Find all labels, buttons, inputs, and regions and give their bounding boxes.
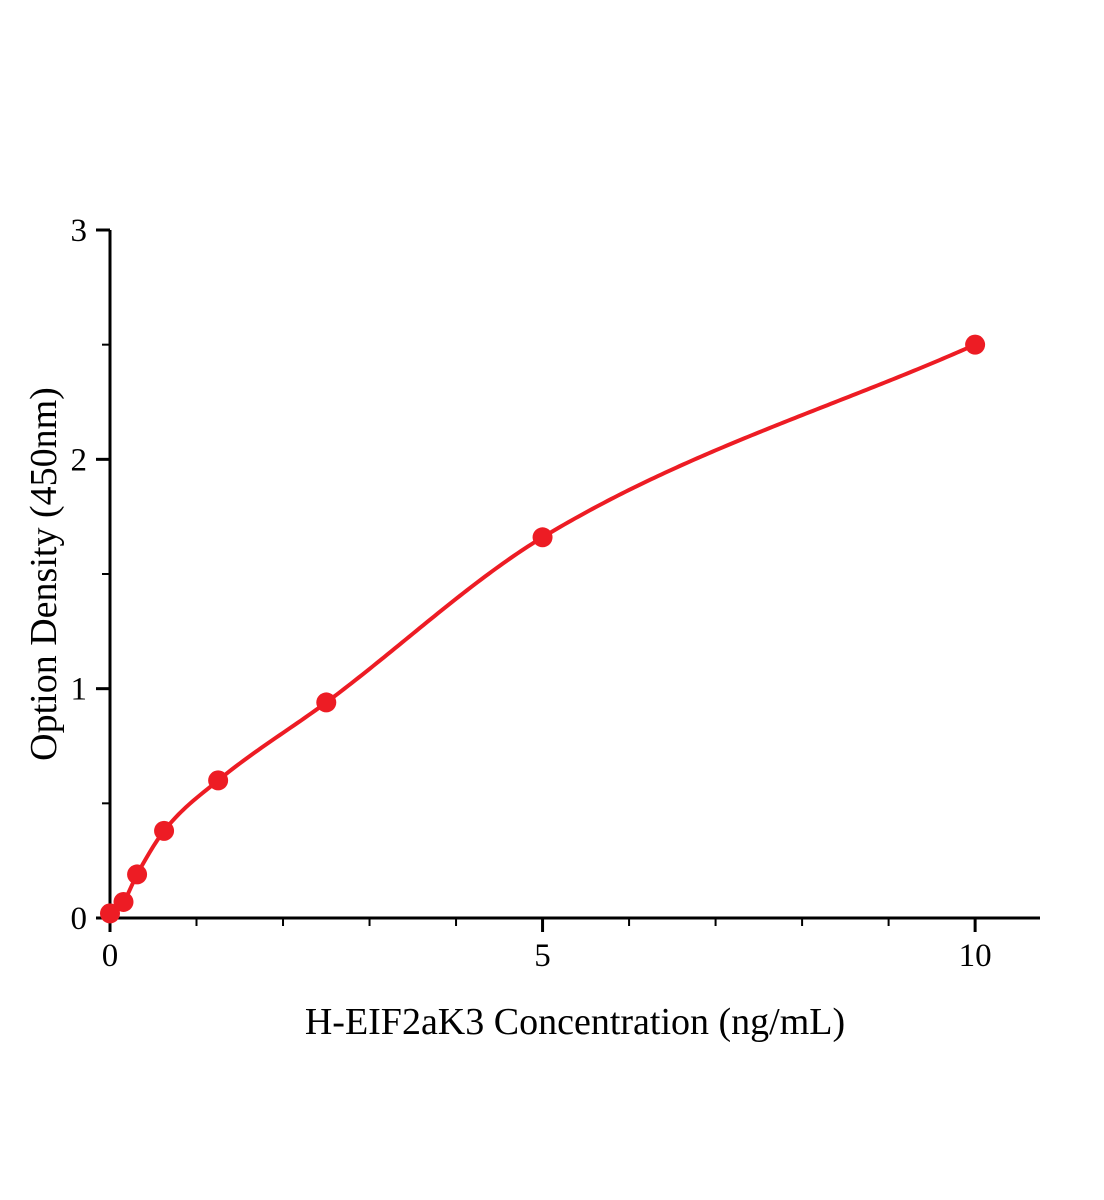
data-point xyxy=(113,891,134,912)
data-point xyxy=(316,692,337,713)
data-point xyxy=(154,820,175,841)
x-tick-label: 0 xyxy=(102,938,119,974)
data-point xyxy=(532,527,553,548)
x-tick-label: 10 xyxy=(959,938,992,974)
y-tick-label: 3 xyxy=(71,213,88,249)
y-axis-title: Option Density (450nm) xyxy=(23,387,65,761)
x-axis-title: H-EIF2aK3 Concentration (ng/mL) xyxy=(304,1001,846,1043)
fit-curve xyxy=(108,342,978,916)
y-tick-label: 2 xyxy=(71,442,88,478)
y-tick-label: 1 xyxy=(71,672,88,708)
x-tick-label: 5 xyxy=(534,938,551,974)
data-point xyxy=(208,770,229,791)
data-point xyxy=(100,903,120,924)
data-point xyxy=(965,334,986,355)
data-point xyxy=(127,864,148,885)
y-tick-label: 0 xyxy=(71,901,88,937)
